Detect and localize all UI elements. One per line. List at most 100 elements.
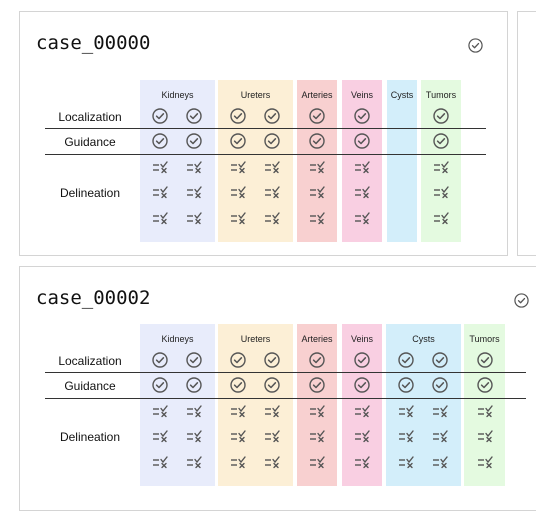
delineation-list-icon[interactable] [309,184,325,200]
check-circle-icon[interactable] [186,352,202,368]
delineation-list-icon[interactable] [309,428,325,444]
delineation-list-icon[interactable] [477,403,493,419]
check-circle-icon[interactable] [152,108,168,124]
row-label-localization: Localization [58,354,122,368]
check-circle-icon[interactable] [354,108,370,124]
delineation-list-icon[interactable] [432,428,448,444]
delineation-list-icon[interactable] [264,428,280,444]
delineation-list-icon[interactable] [264,159,280,175]
delineation-list-icon[interactable] [264,210,280,226]
delineation-list-icon[interactable] [309,159,325,175]
delineation-list-icon[interactable] [230,159,246,175]
delineation-list-icon[interactable] [398,403,414,419]
delineation-list-icon[interactable] [398,428,414,444]
check-circle-icon[interactable] [398,352,414,368]
delineation-list-icon[interactable] [354,159,370,175]
delineation-list-icon[interactable] [230,210,246,226]
check-circle-icon[interactable] [186,108,202,124]
check-circle-icon[interactable] [477,377,493,393]
check-circle-icon[interactable] [398,377,414,393]
delineation-list-icon[interactable] [309,210,325,226]
row-label-localization: Localization [58,110,122,124]
check-circle-icon[interactable] [354,377,370,393]
case-card: case_00000 Kidneys Ureters Arteries Veins Cys… [19,11,508,256]
check-circle-icon[interactable] [230,352,246,368]
column-header-kidneys: Kidneys [161,90,194,100]
delineation-list-icon[interactable] [152,159,168,175]
delineation-list-icon[interactable] [230,454,246,470]
check-circle-icon[interactable] [186,377,202,393]
delineation-list-icon[interactable] [264,184,280,200]
delineation-list-icon[interactable] [186,428,202,444]
delineation-list-icon[interactable] [264,403,280,419]
column-arteries [297,80,337,242]
check-circle-icon[interactable] [152,352,168,368]
check-circle-icon[interactable] [230,133,246,149]
check-circle-icon[interactable] [152,377,168,393]
check-circle-icon[interactable] [230,377,246,393]
column-header-arteries: Arteries [301,90,333,100]
delineation-list-icon[interactable] [152,184,168,200]
delineation-list-icon[interactable] [186,210,202,226]
column-cysts [387,80,417,242]
check-circle-icon[interactable] [264,352,280,368]
check-circle-icon[interactable] [230,108,246,124]
delineation-list-icon[interactable] [477,428,493,444]
case-card: case_00002 Kidneys Ureters Arteries Veins Cys… [19,266,536,511]
row-label-guidance: Guidance [64,379,116,393]
check-circle-icon[interactable] [432,377,448,393]
check-circle-icon[interactable] [354,352,370,368]
delineation-list-icon[interactable] [230,428,246,444]
delineation-list-icon[interactable] [152,428,168,444]
delineation-list-icon[interactable] [354,184,370,200]
delineation-list-icon[interactable] [186,403,202,419]
delineation-list-icon[interactable] [354,454,370,470]
delineation-list-icon[interactable] [152,403,168,419]
delineation-list-icon[interactable] [152,210,168,226]
check-circle-icon[interactable] [264,377,280,393]
case-id-title: case_00002 [36,287,151,309]
delineation-list-icon[interactable] [230,184,246,200]
delineation-list-icon[interactable] [264,454,280,470]
status-check-circle-icon[interactable] [514,293,529,308]
delineation-list-icon[interactable] [354,403,370,419]
column-veins [342,324,382,486]
check-circle-icon[interactable] [433,108,449,124]
delineation-list-icon[interactable] [186,184,202,200]
delineation-list-icon[interactable] [230,403,246,419]
case-id-title: case_00000 [36,32,151,54]
column-kidneys [140,80,215,242]
delineation-list-icon[interactable] [309,454,325,470]
delineation-list-icon[interactable] [186,454,202,470]
check-circle-icon[interactable] [354,133,370,149]
delineation-list-icon[interactable] [433,159,449,175]
delineation-list-icon[interactable] [354,210,370,226]
check-circle-icon[interactable] [264,133,280,149]
column-veins [342,80,382,242]
delineation-list-icon[interactable] [398,454,414,470]
check-circle-icon[interactable] [309,133,325,149]
delineation-list-icon[interactable] [309,403,325,419]
row-separator [45,128,486,129]
delineation-list-icon[interactable] [433,210,449,226]
status-check-circle-icon[interactable] [468,38,483,53]
delineation-list-icon[interactable] [433,184,449,200]
delineation-list-icon[interactable] [152,454,168,470]
delineation-list-icon[interactable] [432,454,448,470]
check-circle-icon[interactable] [432,352,448,368]
check-circle-icon[interactable] [309,352,325,368]
column-cysts [386,324,461,486]
delineation-list-icon[interactable] [186,159,202,175]
check-circle-icon[interactable] [477,352,493,368]
check-circle-icon[interactable] [309,108,325,124]
column-header-arteries: Arteries [301,334,333,344]
check-circle-icon[interactable] [186,133,202,149]
check-circle-icon[interactable] [309,377,325,393]
delineation-list-icon[interactable] [354,428,370,444]
check-circle-icon[interactable] [433,133,449,149]
column-kidneys [140,324,215,486]
delineation-list-icon[interactable] [477,454,493,470]
check-circle-icon[interactable] [264,108,280,124]
delineation-list-icon[interactable] [432,403,448,419]
check-circle-icon[interactable] [152,133,168,149]
